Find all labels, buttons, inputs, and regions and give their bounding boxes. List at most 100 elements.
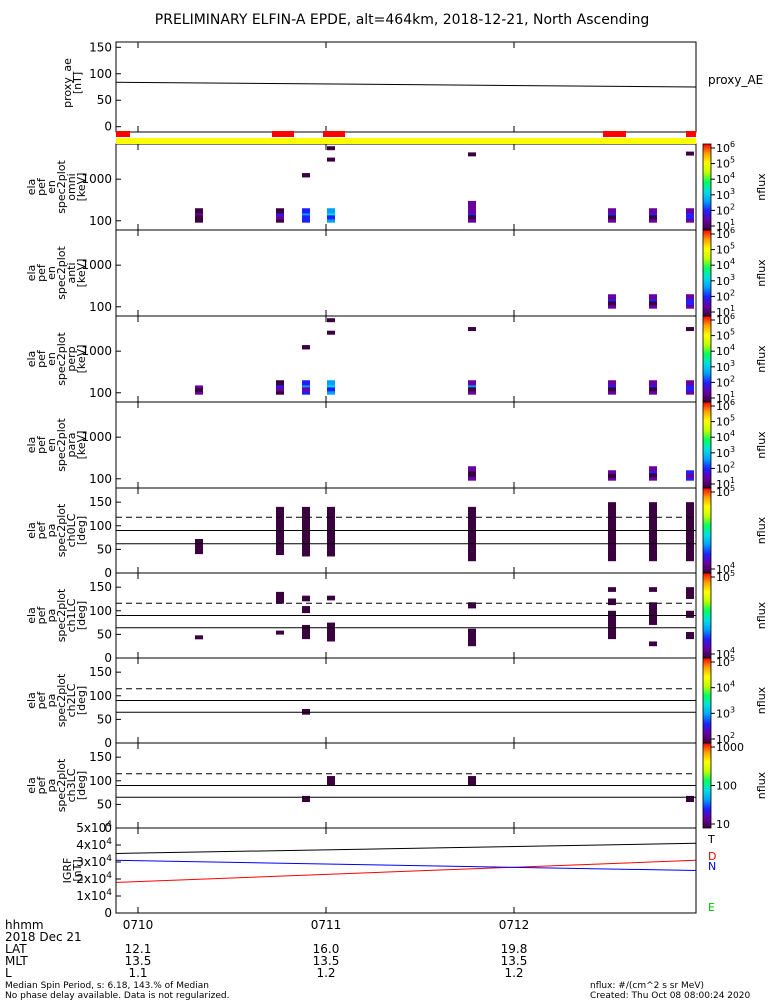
spectrogram-cell <box>468 776 476 786</box>
y-tick-label: 100 <box>89 689 112 703</box>
colorbar-label-group: nflux <box>755 431 768 459</box>
spectrogram-cell <box>686 474 694 479</box>
spectrogram-cell <box>649 301 657 306</box>
y-label-line: ela <box>25 351 38 368</box>
spectrogram-cell <box>302 215 310 220</box>
colorbar-tick-label: 105 <box>716 328 735 343</box>
spectrogram-cell <box>302 387 310 392</box>
colorbar-tick-label: 106 <box>716 398 735 413</box>
y-axis-label: proxy_ae[nT] <box>61 58 84 108</box>
colorbar-tick-label: 104 <box>716 429 735 444</box>
y-tick-label: 1000 <box>81 430 112 444</box>
y-label-line: ch3LC <box>65 768 78 802</box>
colorbar-tick-label: 106 <box>716 312 735 327</box>
colorbar-label: nflux <box>755 516 768 544</box>
y-label-line: pa <box>45 694 58 708</box>
status-yellow-bar <box>116 138 696 144</box>
y-tick-label: 0 <box>104 906 112 920</box>
y-tick-label: 150 <box>89 665 112 679</box>
spectrogram-cell <box>608 387 616 392</box>
y-tick-label: 100 <box>89 774 112 788</box>
spectrogram-cell <box>686 327 694 332</box>
igrf-legend-N: N <box>708 860 716 873</box>
colorbar <box>702 315 712 403</box>
lat-value-2: 19.8 <box>501 942 528 956</box>
colorbar-tick-label: 105 <box>716 484 735 499</box>
y-label-line: [deg] <box>75 516 88 545</box>
spectrogram-cell <box>468 200 476 223</box>
y-tick-label: 150 <box>89 580 112 594</box>
spectrogram-cell <box>327 506 335 557</box>
colorbar-tick-label: 106 <box>716 226 735 241</box>
y-label-line: para <box>65 433 78 458</box>
y-label-line: spec2plot <box>55 332 68 386</box>
y-tick-label: 100 <box>89 67 112 81</box>
colorbar-label: nflux <box>755 345 768 373</box>
y-tick-label: 1x104 <box>76 888 112 903</box>
footer-phase-note: No phase delay available. Data is not re… <box>5 991 229 1000</box>
colorbar-tick-label: 100 <box>716 780 737 793</box>
spectrogram-cell <box>686 299 694 306</box>
y-tick-label: 0 <box>104 821 112 835</box>
spectrogram-cell <box>468 215 476 220</box>
status-red-segment <box>116 131 130 137</box>
spectrogram-cell <box>649 602 657 625</box>
y-label-line: pef <box>35 349 48 368</box>
y-tick-label: 50 <box>97 712 112 726</box>
spectrogram-cell <box>195 539 203 555</box>
y-tick-label: 50 <box>97 542 112 556</box>
colorbar-label: nflux <box>755 686 768 714</box>
spectrogram-cell <box>327 318 335 323</box>
status-red-segment <box>603 131 626 137</box>
y-label-line: pef <box>35 691 48 710</box>
y-tick-label: 0 <box>104 120 112 134</box>
y-label-line: spec2plot <box>55 673 68 727</box>
spectrogram-cell <box>649 473 657 478</box>
spectrogram-cell <box>468 152 476 157</box>
y-label-line: ela <box>25 437 38 454</box>
panel-energy-4: 1000100elapefenspec2plotpara[keV]1061051… <box>25 398 768 491</box>
y-label-line: pef <box>35 435 48 454</box>
spectrogram-cell <box>686 151 694 156</box>
colorbar-tick-label: 105 <box>716 242 735 257</box>
panel-proxy-ae: 150 100 50 0 proxy_ae[nT] proxy_AE <box>61 40 763 133</box>
colorbar-tick-label: 103 <box>716 359 735 374</box>
colorbar <box>702 143 712 231</box>
row-label-l: L <box>5 966 12 980</box>
lat-value-1: 16.0 <box>313 942 340 956</box>
y-tick-label: 0 <box>104 651 112 665</box>
spectrogram-cell <box>686 502 694 562</box>
igrf-legend-E: E <box>708 901 715 914</box>
spectrogram-cell <box>468 387 476 392</box>
y-axis-label: IGRF[nT] <box>61 858 84 884</box>
y-label-line: [nT] <box>71 859 84 881</box>
y-label-line: en <box>45 438 58 452</box>
colorbar-tick-label: 105 <box>716 569 735 584</box>
igrf-legend-T: T <box>707 833 715 846</box>
x-tick-0712: 0712 <box>499 918 530 932</box>
colorbar-tick-label: 104 <box>716 680 735 695</box>
colorbar-tick-label: 102 <box>716 374 735 389</box>
y-label-line: spec2plot <box>55 160 68 214</box>
spectrogram-cell <box>327 595 335 601</box>
spectrogram-cell <box>327 215 335 220</box>
y-tick-label: 4x104 <box>76 837 112 852</box>
y-tick-label: 100 <box>89 472 112 486</box>
plot-title: PRELIMINARY ELFIN-A EPDE, alt=464km, 201… <box>155 12 649 28</box>
spectrogram-cell <box>327 330 335 335</box>
colorbar-tick-label: 102 <box>716 460 735 475</box>
colorbar-label: nflux <box>755 771 768 799</box>
y-label-line: omni <box>65 173 78 200</box>
panel-energy-2: 1000100elapefenspec2plotanti[keV]1061051… <box>25 226 768 319</box>
spectrogram-cell <box>302 624 310 640</box>
spectrogram-cell <box>195 635 203 640</box>
colorbar-tick-label: 106 <box>716 140 735 155</box>
